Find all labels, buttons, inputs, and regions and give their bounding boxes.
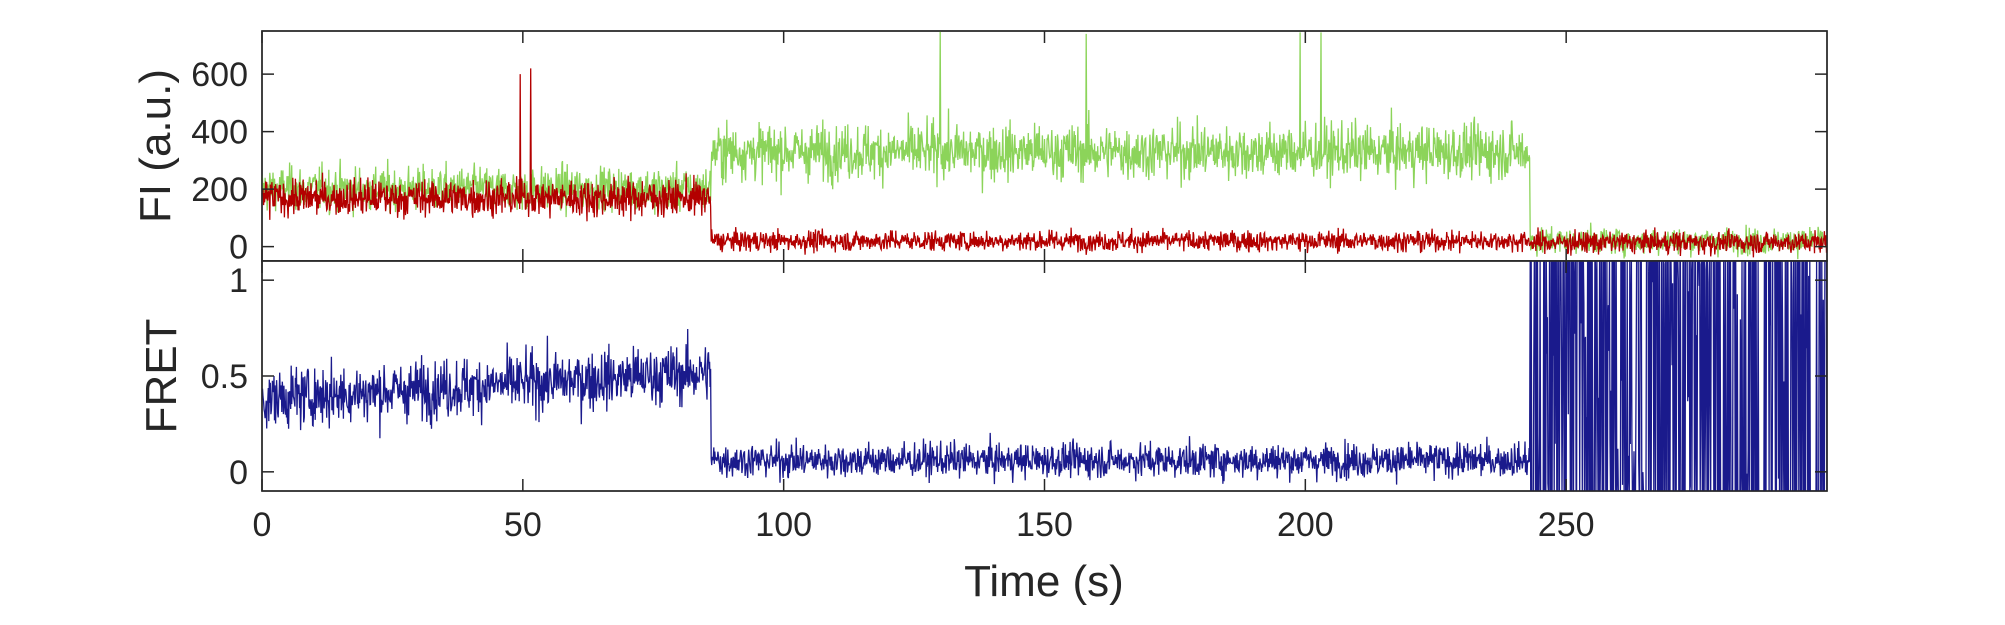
time-x-tick-label: 50 <box>504 506 542 544</box>
donor-intensity-trace <box>262 31 1827 260</box>
intensity-panel: 0 200 400 600 FI (a.u.) <box>131 30 1828 267</box>
intensity-ticks: 0 200 400 600 <box>191 31 1827 267</box>
intensity-y-tick-label: 400 <box>191 114 248 152</box>
time-x-tick-label: 200 <box>1277 506 1334 544</box>
acceptor-intensity-trace <box>262 68 1827 258</box>
fret-plot-area <box>262 261 1827 491</box>
intensity-plot-area <box>262 31 1827 260</box>
fret-axes-border <box>261 260 1828 492</box>
time-x-tick-label: 0 <box>253 506 272 544</box>
time-x-tick-label: 150 <box>1016 506 1073 544</box>
intensity-y-tick-label: 0 <box>229 229 248 267</box>
time-x-tick-label: 250 <box>1538 506 1595 544</box>
fret-y-tick-label: 0 <box>229 454 248 492</box>
intensity-y-axis-title: FI (a.u.) <box>131 69 180 223</box>
fret-efficiency-trace <box>262 261 1827 491</box>
fret-y-tick-label: 1 <box>229 262 248 300</box>
time-x-axis-title: Time (s) <box>964 557 1124 606</box>
fret-panel: 0 0.5 1 0 50 100 150 200 250 FRET Time (s) <box>137 260 1828 606</box>
intensity-y-tick-label: 200 <box>191 171 248 209</box>
fret-y-axis-title: FRET <box>137 319 186 434</box>
fret-ticks: 0 0.5 1 0 50 100 150 200 250 <box>201 261 1827 544</box>
time-x-tick-label: 100 <box>755 506 812 544</box>
intensity-y-tick-label: 600 <box>191 56 248 94</box>
fret-y-tick-label: 0.5 <box>201 358 248 396</box>
